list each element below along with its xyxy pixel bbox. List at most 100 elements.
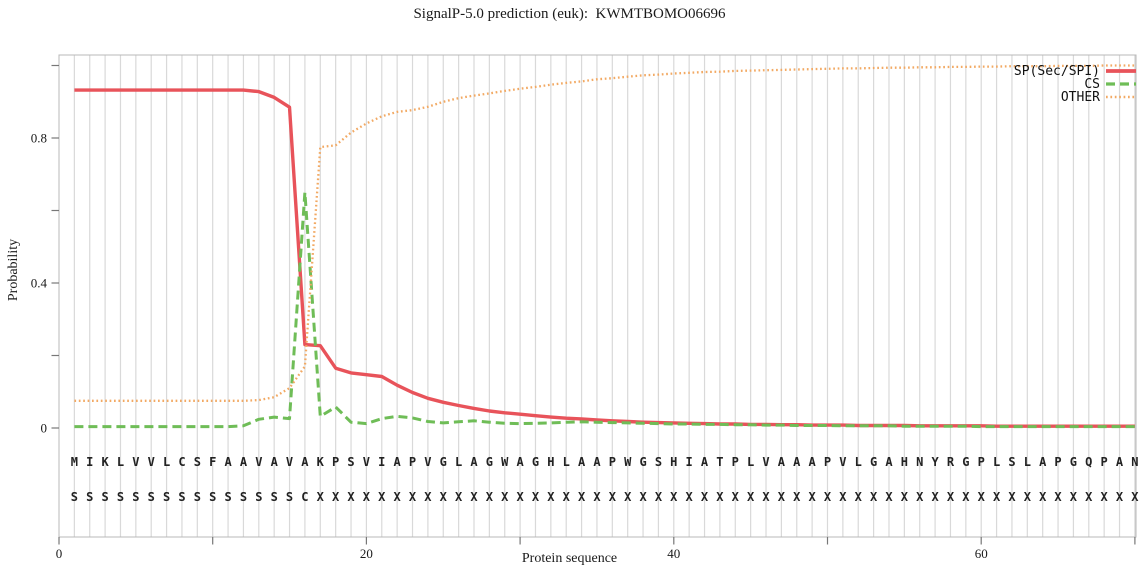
sequence-letter: W	[501, 455, 509, 469]
sequence-letter: V	[363, 455, 370, 469]
marker-letter: X	[593, 490, 601, 504]
sequence-letter: H	[547, 455, 554, 469]
sequence-letter: L	[455, 455, 462, 469]
marker-letter: X	[363, 490, 371, 504]
sequence-letter: H	[670, 455, 677, 469]
marker-letter: X	[962, 490, 970, 504]
sequence-letter: P	[332, 455, 339, 469]
marker-letter: S	[132, 490, 139, 504]
marker-letter: S	[86, 490, 93, 504]
marker-letter: X	[1070, 490, 1078, 504]
marker-letter: X	[609, 490, 617, 504]
sequence-letter: N	[916, 455, 923, 469]
series-line-cs	[74, 190, 1135, 429]
sequence-letter: V	[148, 455, 155, 469]
sequence-letter: V	[286, 455, 293, 469]
sequence-letter: L	[855, 455, 862, 469]
marker-letter: X	[1039, 490, 1047, 504]
sequence-letter: S	[194, 455, 201, 469]
sequence-letter: G	[532, 455, 539, 469]
sequence-letter: A	[778, 455, 786, 469]
sequence-letter: P	[609, 455, 616, 469]
sequence-letter: R	[947, 455, 955, 469]
marker-letter: X	[1116, 490, 1124, 504]
chart-title: SignalP-5.0 prediction (euk): KWMTBOMO06…	[413, 6, 726, 22]
sequence-letter: A	[224, 455, 232, 469]
marker-letter: X	[947, 490, 955, 504]
sequence-letter: S	[347, 455, 354, 469]
x-tick-label: 20	[360, 546, 373, 561]
sequence-letter: A	[1116, 455, 1124, 469]
marker-letter: X	[870, 490, 878, 504]
marker-letter: S	[224, 490, 231, 504]
marker-letter: S	[209, 490, 216, 504]
marker-letter: S	[240, 490, 247, 504]
marker-letter: S	[101, 490, 108, 504]
sequence-letter: A	[701, 455, 709, 469]
marker-letter: X	[993, 490, 1001, 504]
sequence-letter: M	[71, 455, 78, 469]
sequence-letter: A	[516, 455, 524, 469]
sequence-letter: P	[978, 455, 985, 469]
legend-label-sp-sec-spi: SP(Sec/SPI)	[1014, 64, 1100, 79]
sequence-letter: I	[378, 455, 385, 469]
marker-letter: X	[793, 490, 801, 504]
marker-letter: X	[670, 490, 678, 504]
marker-letter: X	[901, 490, 909, 504]
marker-letter: S	[286, 490, 293, 504]
sequence-letter: N	[1131, 455, 1138, 469]
sequence-letter: L	[1024, 455, 1031, 469]
marker-letter: X	[378, 490, 386, 504]
sequence-letter: A	[593, 455, 601, 469]
sequence-letter: A	[1039, 455, 1047, 469]
sequence-letter: V	[255, 455, 262, 469]
marker-letter: X	[1101, 490, 1109, 504]
sequence-letter: V	[762, 455, 769, 469]
sequence-letter: A	[301, 455, 309, 469]
sequence-letter: V	[132, 455, 139, 469]
y-tick-label: 0	[41, 421, 48, 436]
marker-letter: S	[117, 490, 124, 504]
marker-letter: X	[732, 490, 740, 504]
sequence-letter: S	[655, 455, 662, 469]
sequence-letter: L	[747, 455, 754, 469]
marker-letter: X	[394, 490, 402, 504]
x-axis-label: Protein sequence	[521, 551, 618, 566]
marker-letter: S	[148, 490, 155, 504]
marker-letter: S	[163, 490, 170, 504]
marker-letter: S	[194, 490, 201, 504]
marker-letter: X	[701, 490, 709, 504]
marker-letter: X	[624, 490, 632, 504]
sequence-letter: L	[117, 455, 124, 469]
marker-letter: C	[301, 490, 308, 504]
sequence-letter: T	[716, 455, 723, 469]
sequence-letter: G	[486, 455, 493, 469]
sequence-letter: V	[424, 455, 431, 469]
sequence-letter: A	[470, 455, 478, 469]
marker-letter: X	[639, 490, 647, 504]
marker-letter: X	[655, 490, 663, 504]
marker-letter: X	[563, 490, 571, 504]
marker-letter: X	[686, 490, 694, 504]
sequence-letter: A	[240, 455, 248, 469]
sequence-letter: K	[317, 455, 325, 469]
sequence-letter: S	[1008, 455, 1015, 469]
sequence-letter: A	[578, 455, 586, 469]
sequence-letter: G	[1070, 455, 1077, 469]
marker-letter: X	[486, 490, 494, 504]
marker-letter: X	[747, 490, 755, 504]
marker-letter: X	[916, 490, 924, 504]
marker-letter: X	[824, 490, 832, 504]
sequence-letter: G	[440, 455, 447, 469]
x-tick-label: 60	[975, 546, 988, 561]
marker-letter: X	[855, 490, 863, 504]
x-tick-label: 40	[667, 546, 680, 561]
marker-letter: S	[271, 490, 278, 504]
sequence-letter: A	[793, 455, 801, 469]
sequence-letter: P	[732, 455, 739, 469]
marker-letter: X	[409, 490, 417, 504]
marker-letter: X	[885, 490, 893, 504]
marker-letter: X	[1024, 490, 1032, 504]
marker-letter: X	[455, 490, 463, 504]
sequence-letter: P	[1101, 455, 1108, 469]
